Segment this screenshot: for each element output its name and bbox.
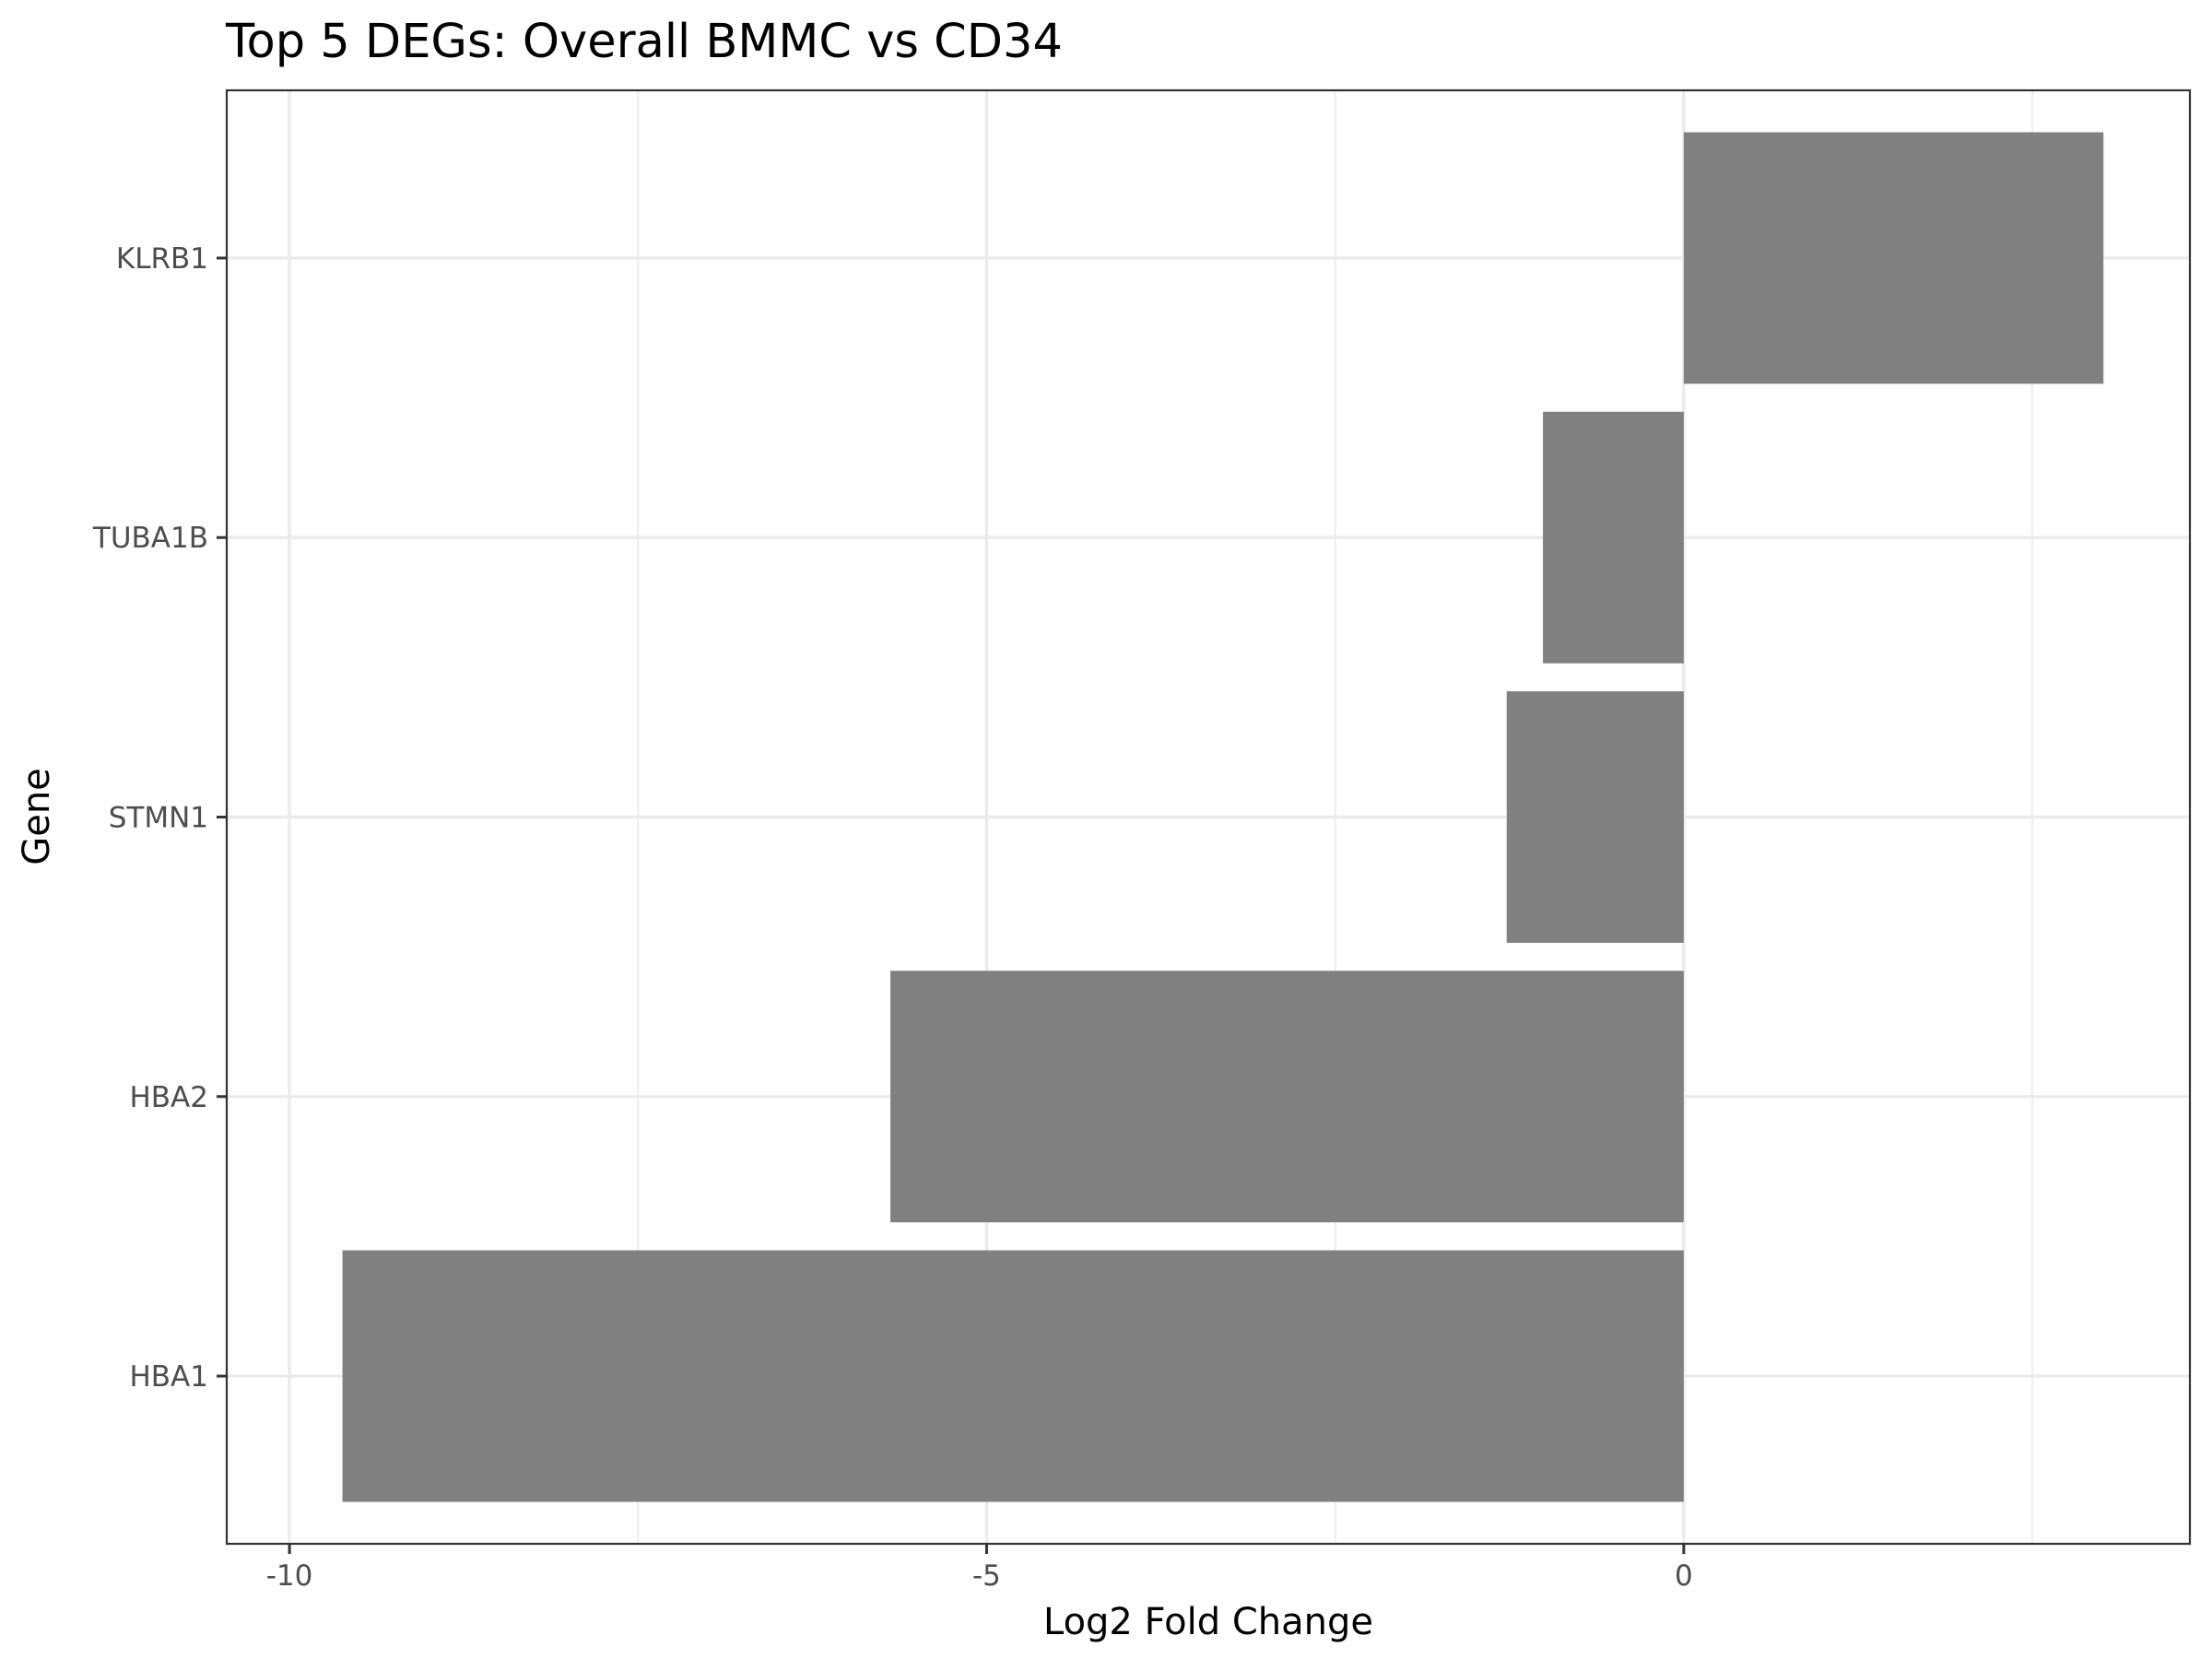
x-axis: -10 -5 0 <box>266 1544 1693 1593</box>
bars <box>342 132 2104 1502</box>
bar-tuba1b <box>1543 411 1684 664</box>
bar-klrb1 <box>1683 132 2104 384</box>
x-tick-label: 0 <box>1675 1559 1693 1593</box>
y-tick-label: TUBA1B <box>92 522 208 555</box>
y-tick-label: HBA2 <box>129 1081 208 1114</box>
bar-stmn1 <box>1506 691 1684 943</box>
bar-hba1 <box>342 1250 1684 1502</box>
x-axis-title: Log2 Fold Change <box>1043 1601 1373 1643</box>
y-tick-label: KLRB1 <box>116 242 208 276</box>
x-tick-label: -5 <box>972 1559 1001 1593</box>
y-tick-label: HBA1 <box>129 1360 208 1394</box>
x-tick-label: -10 <box>266 1559 313 1593</box>
y-tick-label: STMN1 <box>109 802 208 835</box>
y-axis: HBA1 HBA2 STMN1 TUBA1B KLRB1 <box>92 242 227 1394</box>
bar-hba2 <box>890 971 1684 1223</box>
y-axis-title: Gene <box>16 768 58 865</box>
chart-title: Top 5 DEGs: Overall BMMC vs CD34 <box>225 15 1063 69</box>
